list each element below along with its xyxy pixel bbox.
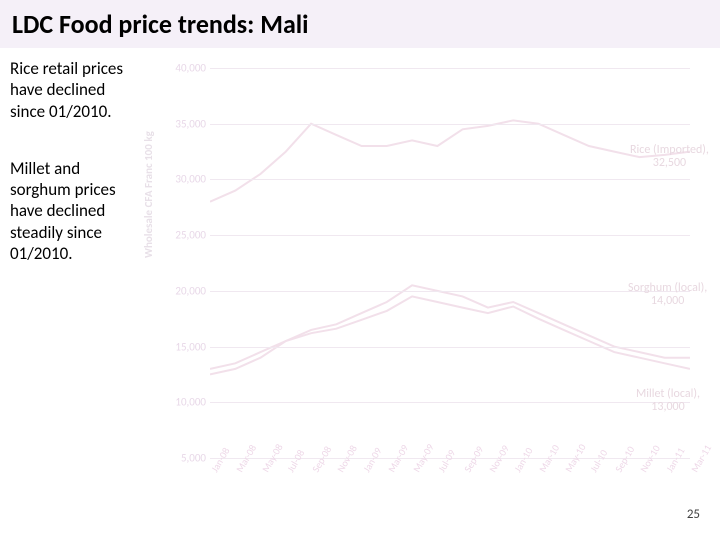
x-tick-label: Mar-11 bbox=[688, 442, 714, 474]
gridline bbox=[210, 347, 690, 348]
plot-region: 5,00010,00015,00020,00025,00030,00035,00… bbox=[210, 68, 690, 458]
content: Rice retail prices have declined since 0… bbox=[0, 48, 720, 508]
series-line bbox=[210, 120, 690, 201]
y-tick-label: 40,000 bbox=[166, 62, 206, 75]
y-tick-label: 10,000 bbox=[166, 396, 206, 409]
commentary-2: Millet and sorghum prices have declined … bbox=[10, 158, 142, 264]
gridline bbox=[210, 235, 690, 236]
left-commentary: Rice retail prices have declined since 0… bbox=[10, 58, 150, 508]
line-series-svg bbox=[210, 68, 690, 458]
y-tick-label: 20,000 bbox=[166, 284, 206, 297]
commentary-1: Rice retail prices have declined since 0… bbox=[10, 58, 142, 122]
y-tick-label: 25,000 bbox=[166, 229, 206, 242]
y-tick-label: 30,000 bbox=[166, 173, 206, 186]
chart-area: Wholesale CFA Franc 100 kg 5,00010,00015… bbox=[150, 58, 710, 508]
title-bar: LDC Food price trends: Mali bbox=[0, 0, 720, 48]
gridline bbox=[210, 291, 690, 292]
y-axis-label: Wholesale CFA Franc 100 kg bbox=[142, 131, 155, 258]
gridline bbox=[210, 402, 690, 403]
series-label: Rice (Imported),32,500 bbox=[630, 144, 709, 170]
y-tick-label: 35,000 bbox=[166, 117, 206, 130]
y-tick-label: 15,000 bbox=[166, 340, 206, 353]
series-label: Millet (local),13,000 bbox=[636, 388, 700, 414]
page-number: 25 bbox=[687, 507, 700, 522]
series-line bbox=[210, 285, 690, 369]
page-title: LDC Food price trends: Mali bbox=[12, 8, 708, 40]
series-line bbox=[210, 296, 690, 374]
y-tick-label: 5,000 bbox=[166, 452, 206, 465]
gridline bbox=[210, 124, 690, 125]
gridline bbox=[210, 179, 690, 180]
gridline bbox=[210, 68, 690, 69]
series-label: Sorghum (local),14,000 bbox=[628, 282, 707, 308]
